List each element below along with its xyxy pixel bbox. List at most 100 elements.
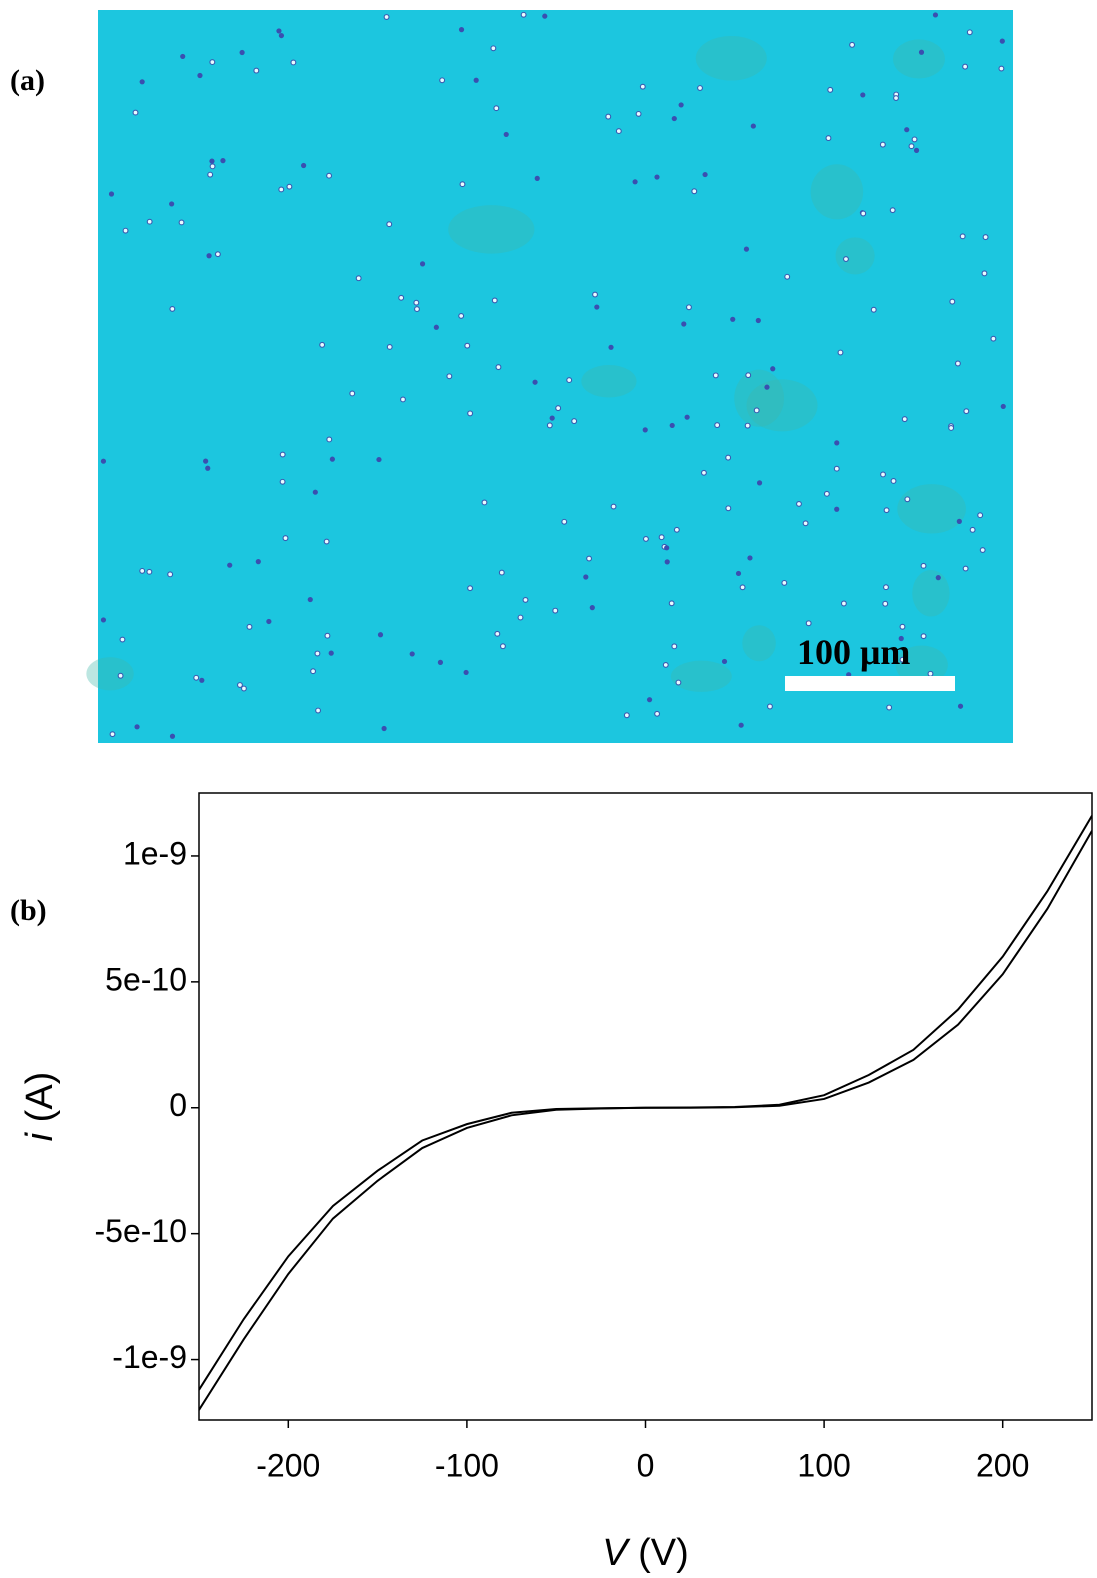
particle xyxy=(726,506,731,511)
particle xyxy=(861,211,866,216)
particle xyxy=(208,172,213,177)
particle xyxy=(957,519,962,524)
particle xyxy=(460,182,465,187)
axis-title-unit: (A) xyxy=(19,1072,61,1133)
particle xyxy=(745,423,750,428)
particle xyxy=(521,12,526,17)
particle xyxy=(894,96,899,101)
blotch xyxy=(836,237,875,274)
particle xyxy=(169,201,174,206)
particle xyxy=(902,417,907,422)
particle xyxy=(914,148,919,153)
blotch xyxy=(448,205,534,254)
particle xyxy=(179,220,184,225)
particle xyxy=(547,423,552,428)
particle xyxy=(170,734,175,739)
particle xyxy=(912,137,917,142)
particle xyxy=(504,132,509,137)
blotch xyxy=(811,164,863,219)
particle xyxy=(434,325,439,330)
particle xyxy=(803,521,808,526)
particle xyxy=(134,724,139,729)
particle xyxy=(465,343,470,348)
particle xyxy=(616,129,621,134)
particle xyxy=(730,317,735,322)
figure: (a) (b) 100 μm -200-1000100200-1e-9-5e-1… xyxy=(0,0,1097,1578)
particle xyxy=(655,711,660,716)
particle xyxy=(384,15,389,20)
particle xyxy=(950,299,955,304)
blotch xyxy=(893,39,945,78)
particle xyxy=(553,608,558,613)
particle xyxy=(499,570,504,575)
particle xyxy=(535,176,540,181)
particle xyxy=(672,644,677,649)
particle xyxy=(550,415,555,420)
particle xyxy=(118,673,123,678)
particle xyxy=(320,342,325,347)
particle xyxy=(900,624,905,629)
particle xyxy=(770,366,775,371)
particle xyxy=(739,723,744,728)
particle xyxy=(562,519,567,524)
particle xyxy=(459,314,464,319)
particle xyxy=(594,304,599,309)
particle xyxy=(933,12,938,17)
particle xyxy=(681,321,686,326)
particle xyxy=(382,726,387,731)
particle xyxy=(356,276,361,281)
particle xyxy=(378,632,383,637)
particle xyxy=(640,84,645,89)
particle xyxy=(970,527,975,532)
particle xyxy=(170,307,175,312)
particle xyxy=(834,507,839,512)
x-tick-label: -100 xyxy=(435,1447,499,1483)
particle xyxy=(468,586,473,591)
particle xyxy=(140,79,145,84)
particle xyxy=(330,457,335,462)
blotch xyxy=(581,365,636,397)
particle xyxy=(492,298,497,303)
particle xyxy=(713,373,718,378)
particle xyxy=(919,50,924,55)
particle xyxy=(387,345,392,350)
particle xyxy=(999,66,1004,71)
particle xyxy=(468,411,473,416)
particle xyxy=(687,305,692,310)
particle xyxy=(572,419,577,424)
particle xyxy=(904,127,909,132)
particle xyxy=(754,408,759,413)
particle xyxy=(325,633,330,638)
particle xyxy=(663,663,668,668)
particle xyxy=(624,713,629,718)
particle xyxy=(983,235,988,240)
particle xyxy=(644,537,649,542)
particle xyxy=(438,660,443,665)
particle xyxy=(301,163,306,168)
particle xyxy=(414,300,419,305)
particle xyxy=(279,33,284,38)
particle xyxy=(327,173,332,178)
particle xyxy=(963,566,968,571)
particle xyxy=(746,373,751,378)
particle xyxy=(636,112,641,117)
particle xyxy=(350,391,355,396)
particle xyxy=(936,575,941,580)
particle xyxy=(905,497,910,502)
particle xyxy=(715,423,720,428)
particle xyxy=(611,504,616,509)
particle xyxy=(768,704,773,709)
axis-title: V (V) xyxy=(602,1532,689,1574)
particle xyxy=(891,479,896,484)
particle xyxy=(501,644,506,649)
particle xyxy=(860,92,865,97)
particle xyxy=(410,651,415,656)
panel-label: (a) xyxy=(10,64,45,97)
particle xyxy=(608,345,613,350)
particle xyxy=(632,179,637,184)
particle xyxy=(782,581,787,586)
particle xyxy=(247,624,252,629)
blotch xyxy=(671,661,732,692)
particle xyxy=(197,73,202,78)
blotch xyxy=(897,484,966,533)
